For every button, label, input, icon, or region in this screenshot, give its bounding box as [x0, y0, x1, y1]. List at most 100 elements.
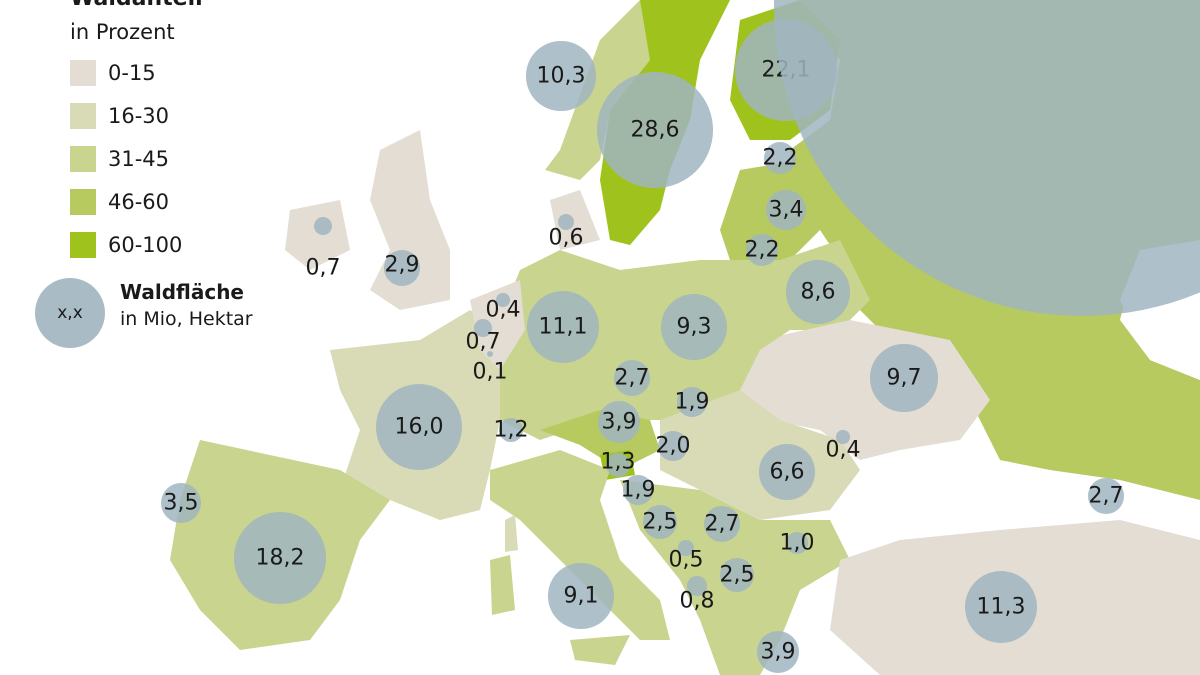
forest-area-bubble — [786, 260, 850, 324]
legend-item: 16-30 — [70, 103, 169, 129]
forest-area-label: 2,7 — [614, 365, 650, 391]
legend-bubble-title: Waldfläche — [120, 280, 244, 304]
forest-area-bubble — [759, 444, 815, 500]
forest-area-bubble — [313, 216, 333, 236]
region-denmark — [550, 190, 600, 250]
forest-area-bubble — [605, 452, 631, 478]
forest-area-label: 2,5 — [642, 509, 678, 535]
forest-area-bubble — [486, 350, 494, 358]
legend-subtitle: in Prozent — [70, 20, 175, 44]
forest-area-label: 0,4 — [485, 297, 521, 323]
forest-area-bubble — [704, 506, 740, 542]
forest-area-bubble — [614, 360, 650, 396]
forest-area-label: 0,5 — [668, 547, 704, 573]
legend: Waldanteil in Prozent 0-15 16-30 31-45 46-6… — [0, 0, 300, 350]
forest-area-bubble — [642, 504, 678, 540]
legend-bubble-subtitle: in Mio, Hektar — [120, 308, 253, 330]
forest-area-label: 2,7 — [1088, 483, 1124, 509]
forest-area-label: 9,7 — [886, 365, 922, 391]
forest-area-label: 2,9 — [384, 252, 420, 278]
forest-area-bubble — [657, 430, 689, 462]
legend-label: 46-60 — [108, 190, 170, 214]
forest-area-label: 3,4 — [768, 197, 804, 223]
forest-area-bubble — [383, 249, 421, 287]
legend-swatch — [70, 103, 96, 129]
forest-area-label: 10,3 — [536, 63, 586, 89]
forest-area-bubble — [763, 141, 796, 174]
legend-label: 31-45 — [108, 147, 170, 171]
forest-area-bubble — [661, 294, 727, 360]
forest-area-label: 1,9 — [620, 477, 656, 503]
region-sicily — [570, 635, 630, 665]
forest-area-label: 0,6 — [548, 225, 584, 251]
forest-area-label: 3,9 — [760, 639, 796, 665]
forest-area-bubble — [496, 293, 510, 307]
legend-label: 0-15 — [108, 61, 156, 85]
forest-area-label: 2,5 — [719, 562, 755, 588]
forest-area-label: 0,1 — [472, 359, 508, 385]
forest-area-bubble — [597, 72, 713, 188]
forest-area-label: 2,0 — [655, 433, 691, 459]
forest-area-bubble — [375, 383, 463, 471]
legend-item: 31-45 — [70, 146, 169, 172]
forest-area-label: 0,7 — [305, 255, 341, 281]
legend-item: 0-15 — [70, 60, 156, 86]
forest-area-label: 0,4 — [825, 437, 861, 463]
forest-area-bubble — [597, 400, 641, 444]
legend-swatch — [70, 189, 96, 215]
forest-area-label: 0,8 — [679, 588, 715, 614]
forest-area-bubble — [473, 318, 493, 338]
forest-area-label: 3,5 — [163, 490, 199, 516]
legend-swatch — [70, 232, 96, 258]
forest-area-label: 2,2 — [762, 145, 798, 171]
forest-area-label: 11,1 — [538, 314, 588, 340]
forest-area-bubble — [526, 41, 596, 111]
forest-area-label: 16,0 — [394, 414, 444, 440]
legend-item: 46-60 — [70, 189, 169, 215]
forest-area-bubble — [719, 557, 755, 593]
forest-area-bubble — [527, 291, 599, 363]
forest-area-label: 1,3 — [600, 449, 636, 475]
legend-swatch — [70, 60, 96, 86]
forest-area-bubble — [836, 430, 850, 444]
region-corsica — [505, 515, 518, 552]
legend-label: 60-100 — [108, 233, 183, 257]
forest-area-label: 9,1 — [563, 583, 599, 609]
forest-area-label: 8,6 — [800, 279, 836, 305]
region-italy — [490, 450, 670, 640]
forest-area-label: 1,9 — [674, 389, 710, 415]
forest-area-label: 28,6 — [630, 117, 680, 143]
legend-title: Waldanteil — [70, 0, 203, 11]
legend-bubble-sample: x,x — [35, 278, 105, 348]
region-ireland — [285, 200, 350, 270]
forest-area-label: 9,3 — [676, 314, 712, 340]
forest-area-bubble — [548, 563, 614, 629]
forest-area-bubble — [557, 213, 575, 231]
region-benelux — [470, 280, 525, 370]
region-sardinia — [490, 555, 515, 615]
forest-area-label: 0,7 — [465, 329, 501, 355]
legend-bubble-text: x,x — [57, 303, 83, 323]
forest-area-label: 2,2 — [744, 237, 780, 263]
forest-area-label: 6,6 — [769, 459, 805, 485]
forest-area-bubble — [677, 387, 707, 417]
forest-area-bubble — [766, 190, 806, 230]
forest-area-bubble — [687, 576, 707, 596]
legend-label: 16-30 — [108, 104, 170, 128]
forest-area-label: 1,0 — [779, 530, 815, 556]
forest-area-label: 2,7 — [704, 511, 740, 537]
forest-area-bubble — [623, 475, 653, 505]
forest-area-label: 18,2 — [255, 545, 305, 571]
forest-area-bubble — [964, 570, 1038, 644]
forest-area-label: 3,9 — [601, 409, 637, 435]
forest-area-bubble — [756, 630, 800, 674]
forest-area-label: 1,2 — [493, 417, 529, 443]
forest-area-bubble — [1088, 478, 1124, 514]
forest-area-label: 11,3 — [976, 594, 1026, 620]
legend-swatch — [70, 146, 96, 172]
legend-item: 60-100 — [70, 232, 182, 258]
forest-area-bubble — [870, 344, 938, 412]
forest-area-bubble — [499, 418, 523, 442]
forest-area-bubble — [233, 511, 327, 605]
